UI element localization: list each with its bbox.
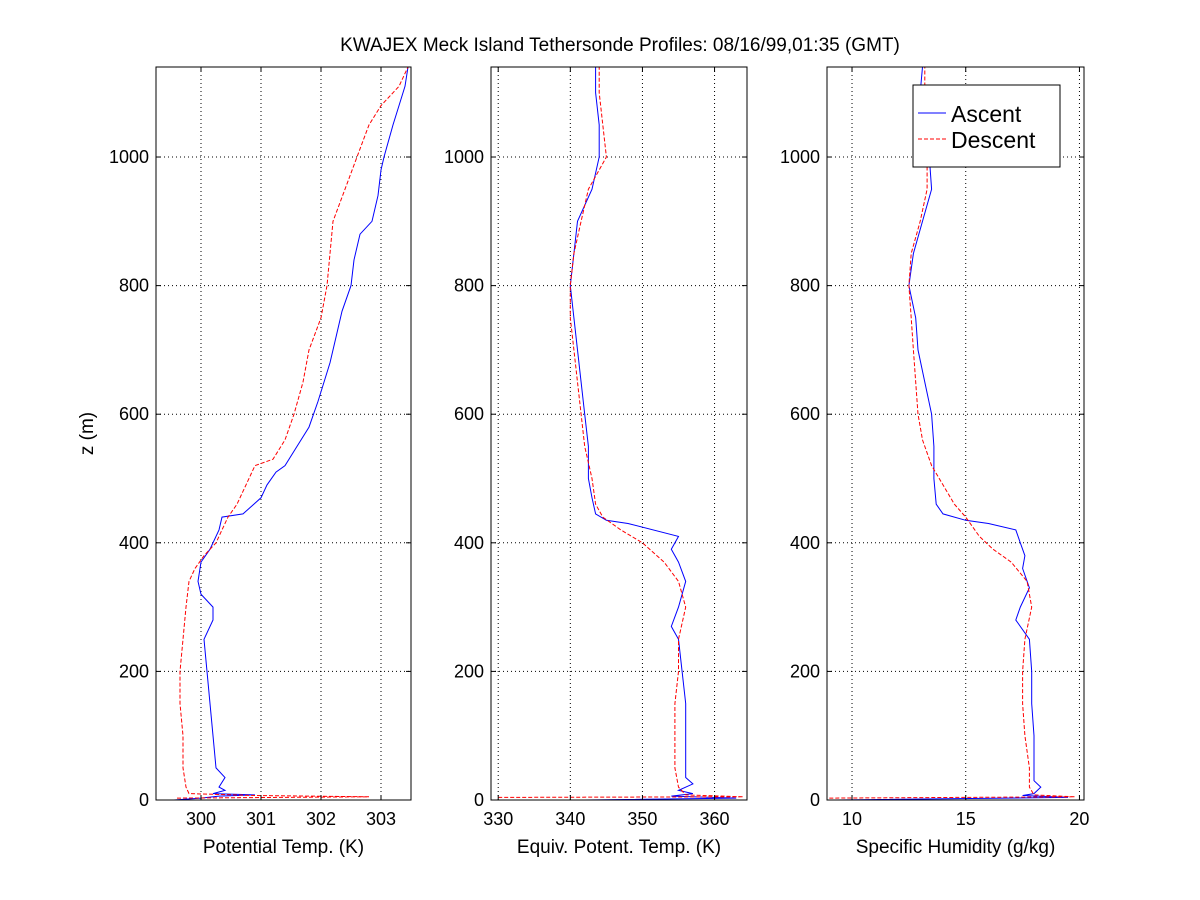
y-axis-label: z (m) <box>77 412 98 455</box>
axes-box <box>490 66 748 801</box>
x-tick-label: 20 <box>1069 809 1089 829</box>
x-axis-label: Specific Humidity (g/kg) <box>856 837 1056 858</box>
x-tick-label: 360 <box>700 809 730 829</box>
x-tick-label: 340 <box>555 809 585 829</box>
y-tick-label: 1000 <box>109 147 149 167</box>
series-line-descent <box>498 67 744 798</box>
series-line-ascent <box>836 67 1069 800</box>
series-group <box>498 67 744 800</box>
y-tick-label: 800 <box>454 276 484 296</box>
x-tick-label: 10 <box>842 809 862 829</box>
y-tick-label: 400 <box>790 533 820 553</box>
series-line-ascent <box>569 67 737 800</box>
y-tick-label: 1000 <box>780 147 820 167</box>
series-group <box>829 67 1075 800</box>
x-axis-label: Potential Temp. (K) <box>203 837 364 858</box>
axes-box <box>826 66 1085 801</box>
series-line-descent <box>176 67 409 799</box>
x-tick-label: 300 <box>186 809 216 829</box>
legend-box <box>912 84 1061 168</box>
series-group <box>173 67 409 800</box>
axes-box <box>155 66 412 801</box>
figure-title: KWAJEX Meck Island Tethersonde Profiles:… <box>340 35 900 56</box>
series-line-ascent <box>173 67 409 800</box>
y-tick-label: 400 <box>119 533 149 553</box>
legend-label-ascent: Ascent <box>951 101 1022 127</box>
y-tick-label: 400 <box>454 533 484 553</box>
x-tick-label: 303 <box>366 809 396 829</box>
y-tick-label: 1000 <box>444 147 484 167</box>
panel-1: 300 301 302 303 0 200 400 600 800 1000 Potential T… <box>77 66 412 858</box>
y-tick-label: 800 <box>790 276 820 296</box>
y-tick-label: 0 <box>474 790 484 810</box>
series-line-descent <box>829 67 1075 799</box>
y-tick-label: 200 <box>119 661 149 681</box>
legend-label-descent: Descent <box>951 127 1036 153</box>
x-tick-label: 302 <box>306 809 336 829</box>
x-tick-label: 301 <box>246 809 276 829</box>
y-tick-label: 600 <box>790 404 820 424</box>
y-tick-label: 0 <box>810 790 820 810</box>
y-tick-label: 600 <box>119 404 149 424</box>
y-tick-label: 0 <box>139 790 149 810</box>
x-axis-label: Equiv. Potent. Temp. (K) <box>517 837 721 858</box>
x-tick-label: 350 <box>627 809 657 829</box>
y-tick-label: 800 <box>119 276 149 296</box>
y-tick-label: 200 <box>790 661 820 681</box>
y-tick-label: 200 <box>454 661 484 681</box>
x-tick-label: 15 <box>956 809 976 829</box>
panel-2: 330 340 350 360 0 200 400 600 800 1000 Equiv. Pote… <box>444 66 748 858</box>
x-tick-label: 330 <box>483 809 513 829</box>
y-tick-label: 600 <box>454 404 484 424</box>
